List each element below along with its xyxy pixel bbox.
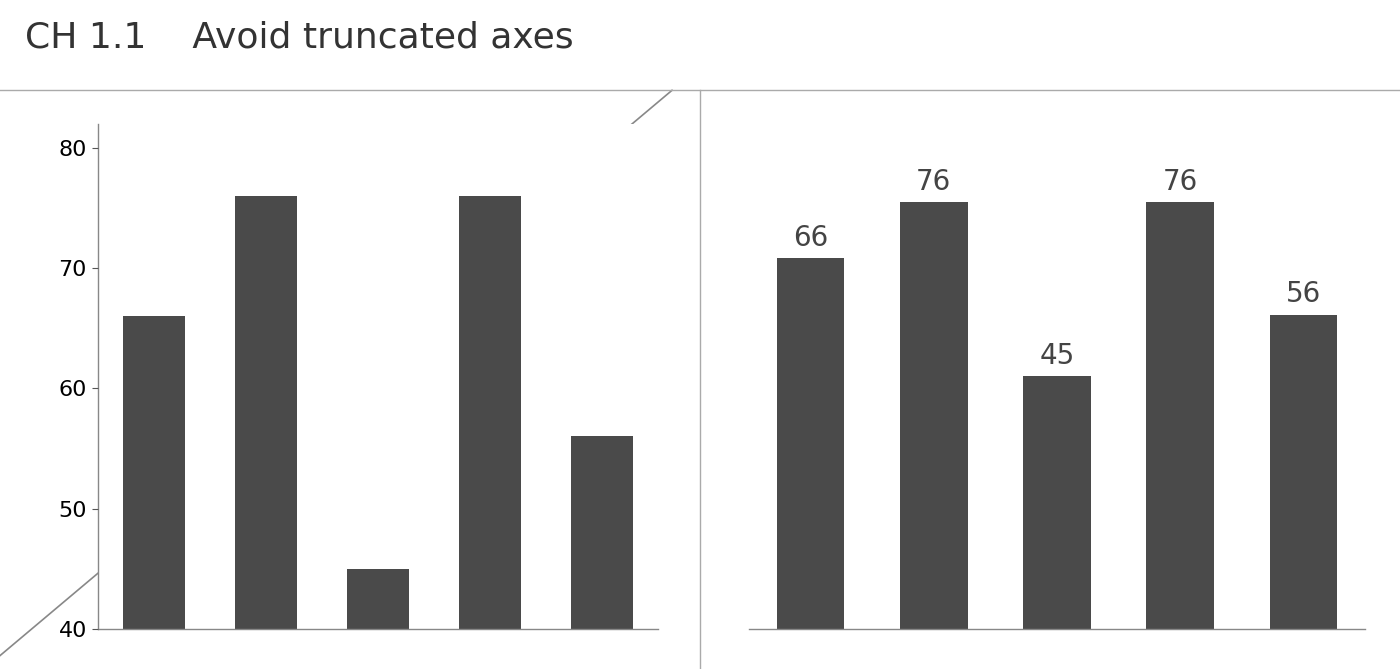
Text: 76: 76 [916,168,952,195]
Bar [1147,202,1214,629]
Text: 56: 56 [1285,280,1322,308]
Text: 76: 76 [1162,168,1198,195]
Bar [900,202,967,629]
Text: 66: 66 [792,223,829,252]
Bar [347,569,409,669]
Bar [123,316,185,669]
Bar [571,436,633,669]
Text: 45: 45 [1039,342,1075,369]
Text: CH 1.1    Avoid truncated axes: CH 1.1 Avoid truncated axes [25,20,574,54]
Bar [1270,314,1337,629]
Bar [1023,376,1091,629]
Bar [459,196,521,669]
Bar [235,196,297,669]
Bar [777,258,844,629]
